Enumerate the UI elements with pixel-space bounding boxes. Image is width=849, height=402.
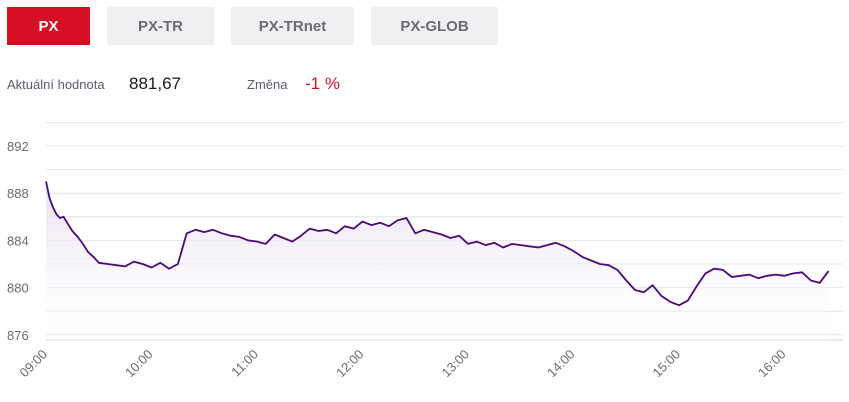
x-tick-label: 15:00 [650, 347, 684, 381]
index-stats: Aktuální hodnota 881,67 Změna -1 % [7, 72, 607, 98]
series-line [45, 181, 830, 307]
y-tick-label: 876 [7, 328, 29, 343]
tab-px[interactable]: PX [7, 7, 90, 45]
index-chart: 892 888 884 880 876 09:00 10:00 11:00 12:00 13:0… [7, 121, 843, 381]
y-tick-label: 892 [7, 139, 29, 154]
y-tick-label: 884 [7, 233, 29, 248]
x-tick-label: 11:00 [228, 347, 261, 380]
index-tabs: PX PX-TR PX-TRnet PX-GLOB [7, 7, 498, 45]
x-tick-label: 13:00 [439, 347, 473, 381]
x-tick-label: 14:00 [544, 347, 578, 381]
x-tick-label: 10:00 [122, 347, 156, 381]
y-tick-label: 888 [7, 186, 29, 201]
y-axis: 892 888 884 880 876 [7, 139, 29, 343]
x-axis: 09:00 10:00 11:00 12:00 13:00 14:00 15:00 16:00 [17, 347, 789, 381]
tab-px-trnet[interactable]: PX-TRnet [231, 7, 354, 45]
x-tick-label: 09:00 [17, 347, 51, 381]
tab-px-tr[interactable]: PX-TR [107, 7, 214, 45]
change-label: Změna [247, 77, 288, 92]
y-tick-label: 880 [7, 281, 29, 296]
x-tick-label: 16:00 [755, 347, 789, 381]
tab-px-glob[interactable]: PX-GLOB [371, 7, 498, 45]
current-value: 881,67 [129, 74, 181, 93]
series-area [46, 181, 829, 340]
current-value-label: Aktuální hodnota [7, 77, 105, 92]
x-tick-label: 12:00 [333, 347, 367, 381]
change-value: -1 % [305, 74, 340, 93]
